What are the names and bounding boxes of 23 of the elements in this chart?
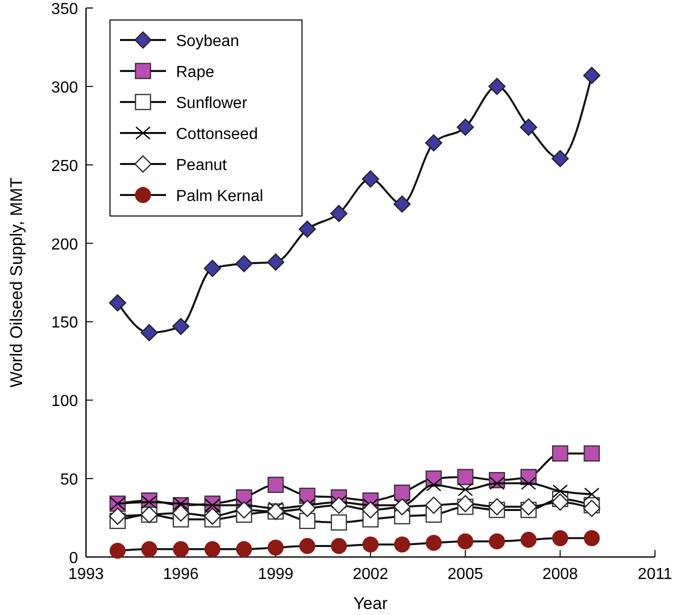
- y-tick-label: 150: [51, 314, 78, 332]
- legend-label: Palm Kernal: [176, 188, 264, 205]
- y-tick-label: 350: [51, 1, 78, 18]
- y-tick-label: 250: [51, 158, 78, 175]
- y-tick-label: 300: [51, 79, 78, 96]
- x-tick-label: 1996: [163, 566, 199, 583]
- legend-label: Soybean: [176, 33, 240, 50]
- x-tick-label: 2008: [542, 566, 578, 583]
- legend-label: Peanut: [176, 157, 228, 174]
- x-tick-label: 1999: [258, 566, 294, 583]
- legend-label: Sunflower: [176, 95, 248, 112]
- x-tick-label: 2011: [638, 566, 672, 583]
- y-axis-title: World Oilseed Supply, MMT: [7, 177, 26, 388]
- y-tick-label: 200: [51, 236, 78, 254]
- y-tick-label: 0: [69, 550, 78, 567]
- legend-label: Cottonseed: [176, 126, 258, 143]
- y-tick-label: 50: [60, 472, 78, 489]
- y-tick-label: 100: [51, 393, 78, 410]
- x-tick-label: 1993: [68, 566, 104, 583]
- x-tick-label: 2002: [352, 566, 388, 583]
- x-tick-label: 2005: [448, 566, 484, 583]
- legend-label: Rape: [176, 64, 214, 81]
- x-axis-title: Year: [353, 594, 388, 613]
